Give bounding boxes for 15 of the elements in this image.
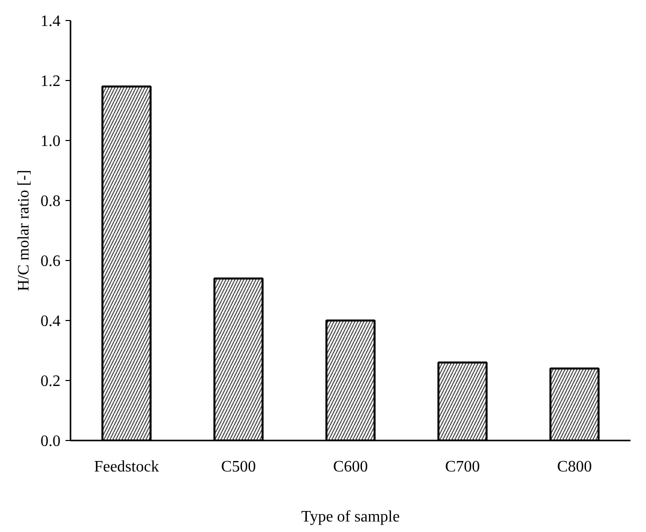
y-tick-label: 0.2 <box>40 373 60 390</box>
x-tick-label: C700 <box>445 458 480 476</box>
x-axis-title: Type of sample <box>301 508 400 526</box>
y-tick-label: 1.2 <box>40 73 60 90</box>
y-tick-label: 1.0 <box>40 133 60 150</box>
x-tick-label: C500 <box>221 458 256 476</box>
y-tick-label: 1.4 <box>40 13 60 30</box>
x-tick-label: C800 <box>557 458 592 476</box>
y-tick-label: 0.8 <box>40 193 60 210</box>
y-axis-title: H/C molar ratio [-] <box>16 170 32 292</box>
y-tick-label: 0.0 <box>40 433 60 450</box>
x-tick-label: Feedstock <box>94 458 159 476</box>
y-tick-label: 0.6 <box>40 253 60 270</box>
x-tick-label: C600 <box>333 458 368 476</box>
y-tick-label: 0.4 <box>40 313 60 330</box>
